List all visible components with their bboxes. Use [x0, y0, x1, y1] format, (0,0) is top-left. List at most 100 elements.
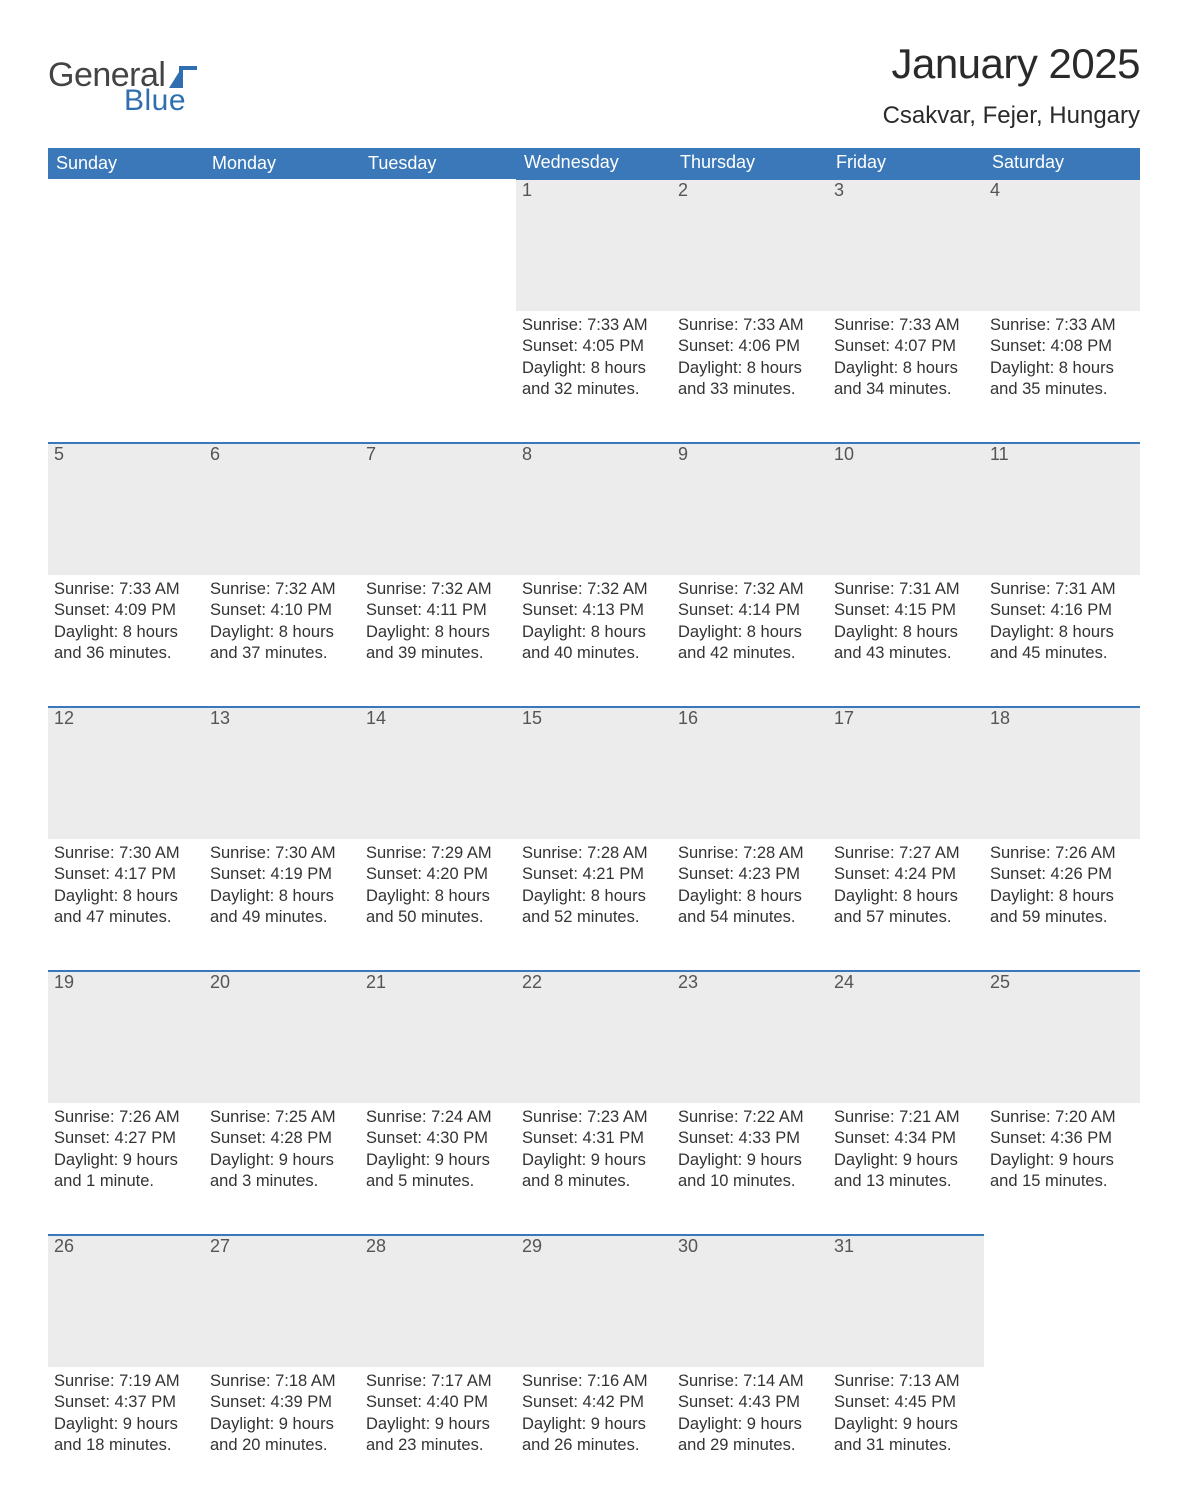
day-cell: Sunrise: 7:31 AMSunset: 4:15 PMDaylight:… — [828, 575, 984, 707]
sunrise-text: Sunrise: 7:33 AM — [834, 315, 978, 336]
day-content: Sunrise: 7:23 AMSunset: 4:31 PMDaylight:… — [522, 1103, 666, 1193]
sunrise-text: Sunrise: 7:30 AM — [54, 843, 198, 864]
sunrise-text: Sunrise: 7:24 AM — [366, 1107, 510, 1128]
daylight2-text: and 18 minutes. — [54, 1435, 198, 1456]
sunset-text: Sunset: 4:28 PM — [210, 1128, 354, 1149]
weekday-header: Tuesday — [360, 148, 516, 179]
day-cell: Sunrise: 7:32 AMSunset: 4:13 PMDaylight:… — [516, 575, 672, 707]
daylight2-text: and 49 minutes. — [210, 907, 354, 928]
day-content: Sunrise: 7:30 AMSunset: 4:19 PMDaylight:… — [210, 839, 354, 929]
daylight1-text: Daylight: 9 hours — [366, 1414, 510, 1435]
sunrise-text: Sunrise: 7:13 AM — [834, 1371, 978, 1392]
day-number: 10 — [834, 444, 854, 464]
day-number: 17 — [834, 708, 854, 728]
sunrise-text: Sunrise: 7:22 AM — [678, 1107, 822, 1128]
day-number: 29 — [522, 1236, 542, 1256]
day-content: Sunrise: 7:33 AMSunset: 4:07 PMDaylight:… — [834, 311, 978, 401]
day-content: Sunrise: 7:28 AMSunset: 4:23 PMDaylight:… — [678, 839, 822, 929]
daylight2-text: and 33 minutes. — [678, 379, 822, 400]
sunset-text: Sunset: 4:14 PM — [678, 600, 822, 621]
day-cell: Sunrise: 7:33 AMSunset: 4:06 PMDaylight:… — [672, 311, 828, 443]
sunset-text: Sunset: 4:21 PM — [522, 864, 666, 885]
day-content: Sunrise: 7:20 AMSunset: 4:36 PMDaylight:… — [990, 1103, 1134, 1193]
day-cell: Sunrise: 7:13 AMSunset: 4:45 PMDaylight:… — [828, 1367, 984, 1499]
day-number-cell: 31 — [828, 1235, 984, 1367]
sunset-text: Sunset: 4:36 PM — [990, 1128, 1134, 1149]
day-cell — [360, 311, 516, 443]
day-cell — [48, 311, 204, 443]
daylight2-text: and 47 minutes. — [54, 907, 198, 928]
daylight2-text: and 39 minutes. — [366, 643, 510, 664]
day-content: Sunrise: 7:32 AMSunset: 4:10 PMDaylight:… — [210, 575, 354, 665]
sunrise-text: Sunrise: 7:32 AM — [522, 579, 666, 600]
day-content: Sunrise: 7:31 AMSunset: 4:15 PMDaylight:… — [834, 575, 978, 665]
day-content: Sunrise: 7:26 AMSunset: 4:27 PMDaylight:… — [54, 1103, 198, 1193]
day-content-row: Sunrise: 7:19 AMSunset: 4:37 PMDaylight:… — [48, 1367, 1140, 1499]
daylight1-text: Daylight: 9 hours — [522, 1150, 666, 1171]
day-cell: Sunrise: 7:29 AMSunset: 4:20 PMDaylight:… — [360, 839, 516, 971]
daylight2-text: and 32 minutes. — [522, 379, 666, 400]
day-number-cell: 4 — [984, 179, 1140, 311]
title-block: January 2025 Csakvar, Fejer, Hungary — [883, 40, 1140, 130]
day-cell: Sunrise: 7:33 AMSunset: 4:08 PMDaylight:… — [984, 311, 1140, 443]
daylight2-text: and 59 minutes. — [990, 907, 1134, 928]
day-content-row: Sunrise: 7:33 AMSunset: 4:05 PMDaylight:… — [48, 311, 1140, 443]
day-number-cell — [984, 1235, 1140, 1367]
daylight1-text: Daylight: 9 hours — [990, 1150, 1134, 1171]
logo-word2: Blue — [124, 86, 197, 116]
daylight2-text: and 54 minutes. — [678, 907, 822, 928]
daylight2-text: and 13 minutes. — [834, 1171, 978, 1192]
daylight1-text: Daylight: 8 hours — [678, 886, 822, 907]
day-cell: Sunrise: 7:19 AMSunset: 4:37 PMDaylight:… — [48, 1367, 204, 1499]
sunrise-text: Sunrise: 7:20 AM — [990, 1107, 1134, 1128]
day-number-cell: 16 — [672, 707, 828, 839]
day-number: 30 — [678, 1236, 698, 1256]
day-number: 3 — [834, 180, 844, 200]
day-content: Sunrise: 7:28 AMSunset: 4:21 PMDaylight:… — [522, 839, 666, 929]
day-content: Sunrise: 7:26 AMSunset: 4:26 PMDaylight:… — [990, 839, 1134, 929]
day-number-cell: 10 — [828, 443, 984, 575]
day-number-cell: 29 — [516, 1235, 672, 1367]
day-content: Sunrise: 7:32 AMSunset: 4:11 PMDaylight:… — [366, 575, 510, 665]
sunset-text: Sunset: 4:39 PM — [210, 1392, 354, 1413]
sunrise-text: Sunrise: 7:33 AM — [54, 579, 198, 600]
day-number: 8 — [522, 444, 532, 464]
day-number-cell: 13 — [204, 707, 360, 839]
daylight2-text: and 52 minutes. — [522, 907, 666, 928]
daylight1-text: Daylight: 8 hours — [54, 886, 198, 907]
day-number: 9 — [678, 444, 688, 464]
sunset-text: Sunset: 4:17 PM — [54, 864, 198, 885]
daylight2-text: and 8 minutes. — [522, 1171, 666, 1192]
weekday-header-row: Sunday Monday Tuesday Wednesday Thursday… — [48, 148, 1140, 179]
daylight2-text: and 23 minutes. — [366, 1435, 510, 1456]
day-number-cell: 8 — [516, 443, 672, 575]
day-number-cell: 14 — [360, 707, 516, 839]
sunrise-text: Sunrise: 7:25 AM — [210, 1107, 354, 1128]
day-number-row: 1234 — [48, 179, 1140, 311]
day-number: 19 — [54, 972, 74, 992]
daylight2-text: and 40 minutes. — [522, 643, 666, 664]
day-number: 5 — [54, 444, 64, 464]
day-content-row: Sunrise: 7:26 AMSunset: 4:27 PMDaylight:… — [48, 1103, 1140, 1235]
daylight1-text: Daylight: 8 hours — [54, 622, 198, 643]
sunrise-text: Sunrise: 7:33 AM — [522, 315, 666, 336]
day-cell: Sunrise: 7:24 AMSunset: 4:30 PMDaylight:… — [360, 1103, 516, 1235]
sunrise-text: Sunrise: 7:33 AM — [990, 315, 1134, 336]
day-cell: Sunrise: 7:23 AMSunset: 4:31 PMDaylight:… — [516, 1103, 672, 1235]
sunrise-text: Sunrise: 7:31 AM — [990, 579, 1134, 600]
day-cell: Sunrise: 7:30 AMSunset: 4:17 PMDaylight:… — [48, 839, 204, 971]
day-cell: Sunrise: 7:28 AMSunset: 4:23 PMDaylight:… — [672, 839, 828, 971]
sunset-text: Sunset: 4:45 PM — [834, 1392, 978, 1413]
day-number: 22 — [522, 972, 542, 992]
daylight2-text: and 50 minutes. — [366, 907, 510, 928]
day-content: Sunrise: 7:18 AMSunset: 4:39 PMDaylight:… — [210, 1367, 354, 1457]
day-number: 15 — [522, 708, 542, 728]
day-number: 6 — [210, 444, 220, 464]
calendar-table: Sunday Monday Tuesday Wednesday Thursday… — [48, 148, 1140, 1499]
day-number: 31 — [834, 1236, 854, 1256]
day-number-row: 567891011 — [48, 443, 1140, 575]
daylight2-text: and 1 minute. — [54, 1171, 198, 1192]
weekday-header: Monday — [204, 148, 360, 179]
day-cell: Sunrise: 7:33 AMSunset: 4:07 PMDaylight:… — [828, 311, 984, 443]
sunrise-text: Sunrise: 7:17 AM — [366, 1371, 510, 1392]
